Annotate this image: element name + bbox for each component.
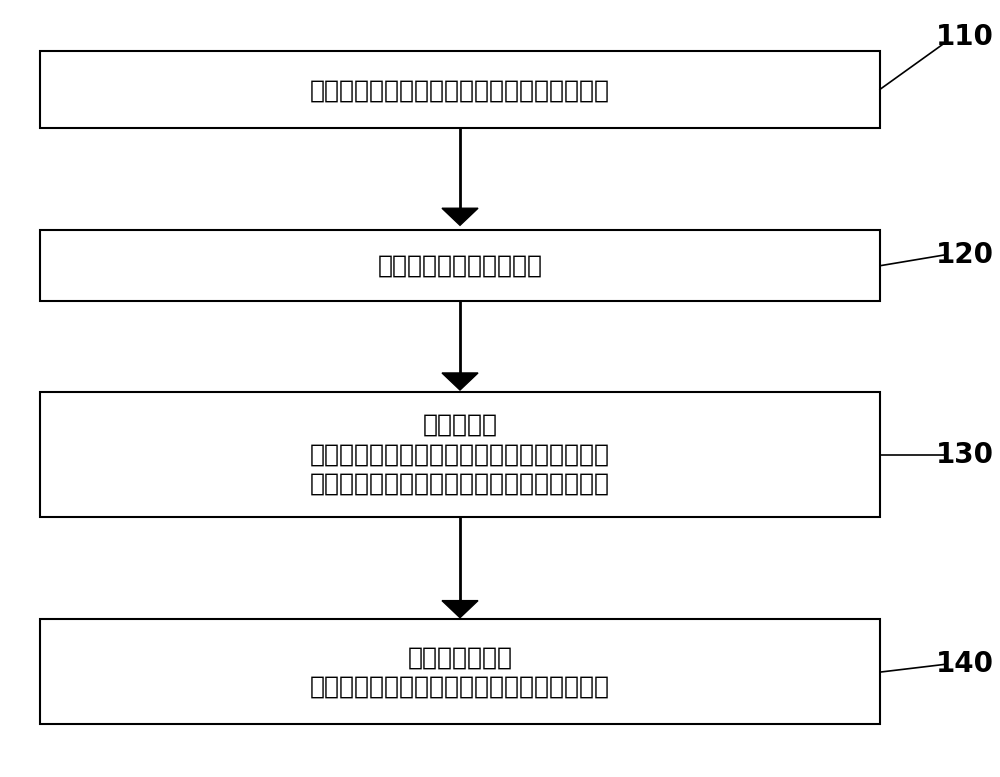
Text: 获取目标车厢相对于火车车头的相对位置信息: 获取目标车厢相对于火车车头的相对位置信息	[310, 79, 610, 103]
Text: 140: 140	[936, 650, 994, 678]
Text: 根据目标车厢相对于火车车头的相对位置信息: 根据目标车厢相对于火车车头的相对位置信息	[310, 472, 610, 496]
Bar	[40, 230, 880, 301]
Text: 以及火车车头的位置信息，获取目标车厢的初: 以及火车车头的位置信息，获取目标车厢的初	[310, 443, 610, 466]
Text: 120: 120	[936, 241, 994, 269]
Text: 始位置信息: 始位置信息	[422, 413, 498, 437]
Bar	[40, 51, 880, 128]
Text: 根据初始位置信息，获取目标车厢上的预设点: 根据初始位置信息，获取目标车厢上的预设点	[310, 675, 610, 699]
Text: 的实际位置信息: 的实际位置信息	[408, 646, 512, 669]
Text: 130: 130	[936, 441, 994, 469]
Text: 获取火车车头的位置信息: 获取火车车头的位置信息	[378, 254, 542, 277]
Bar	[40, 392, 880, 517]
Polygon shape	[442, 601, 478, 618]
Polygon shape	[442, 208, 478, 225]
Bar	[40, 619, 880, 724]
Polygon shape	[442, 373, 478, 390]
Text: 110: 110	[936, 23, 994, 51]
